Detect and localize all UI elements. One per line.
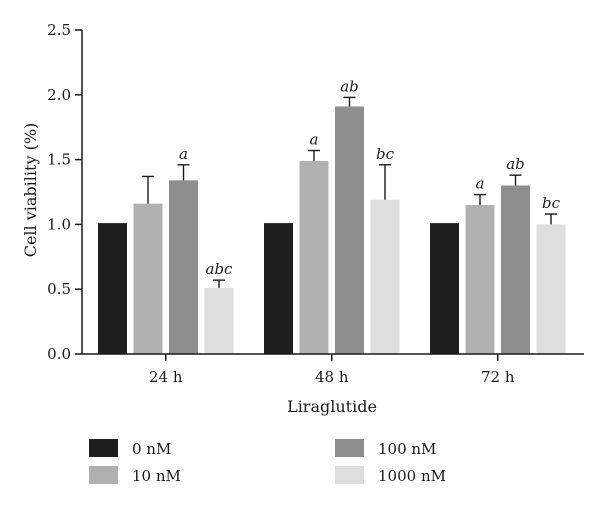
y-axis-title: Cell viability (%) bbox=[21, 123, 40, 258]
significance-label: ab bbox=[506, 155, 525, 173]
significance-label: bc bbox=[542, 194, 561, 212]
x-tick-label: 72 h bbox=[481, 368, 515, 386]
bar bbox=[370, 199, 400, 354]
bar bbox=[98, 223, 127, 354]
x-tick-label: 48 h bbox=[315, 368, 349, 386]
x-tick-label: 24 h bbox=[149, 368, 183, 386]
y-tick-label: 0.0 bbox=[47, 345, 71, 363]
legend-swatch bbox=[89, 466, 118, 484]
significance-label: ab bbox=[340, 77, 359, 95]
y-tick-label: 2.5 bbox=[47, 21, 71, 39]
y-tick-label: 0.5 bbox=[47, 280, 71, 298]
x-axis-title: Liraglutide bbox=[287, 397, 377, 416]
legend-label: 10 nM bbox=[132, 467, 181, 485]
y-tick-label: 1.0 bbox=[47, 215, 71, 233]
bar bbox=[264, 223, 293, 354]
legend: 0 nM 10 nM 100 nM 1000 nM bbox=[89, 439, 446, 485]
significance-label: a bbox=[476, 175, 485, 193]
axes: 0.0 0.5 1.0 1.5 2.0 2.5 24 h 48 h 72 h bbox=[47, 21, 584, 386]
legend-swatch bbox=[335, 466, 364, 484]
bar bbox=[169, 180, 198, 354]
y-tick-label: 1.5 bbox=[47, 151, 71, 169]
bar bbox=[536, 224, 566, 354]
legend-label: 100 nM bbox=[378, 440, 436, 458]
legend-swatch bbox=[335, 439, 364, 457]
bar bbox=[299, 160, 329, 354]
legend-swatch bbox=[89, 439, 118, 457]
bar bbox=[204, 287, 234, 354]
y-tick-label: 2.0 bbox=[47, 86, 71, 104]
legend-label: 0 nM bbox=[132, 440, 171, 458]
bar bbox=[501, 185, 530, 354]
significance-label: bc bbox=[376, 145, 395, 163]
bar bbox=[335, 106, 364, 355]
significance-label: a bbox=[310, 131, 319, 149]
bar bbox=[465, 204, 495, 354]
significance-label: a bbox=[179, 145, 188, 163]
legend-label: 1000 nM bbox=[378, 467, 446, 485]
bar bbox=[133, 203, 163, 354]
plot-area: a a a ab ab abc bc bc bbox=[98, 77, 566, 355]
bar bbox=[430, 223, 459, 354]
significance-label: abc bbox=[206, 260, 234, 278]
